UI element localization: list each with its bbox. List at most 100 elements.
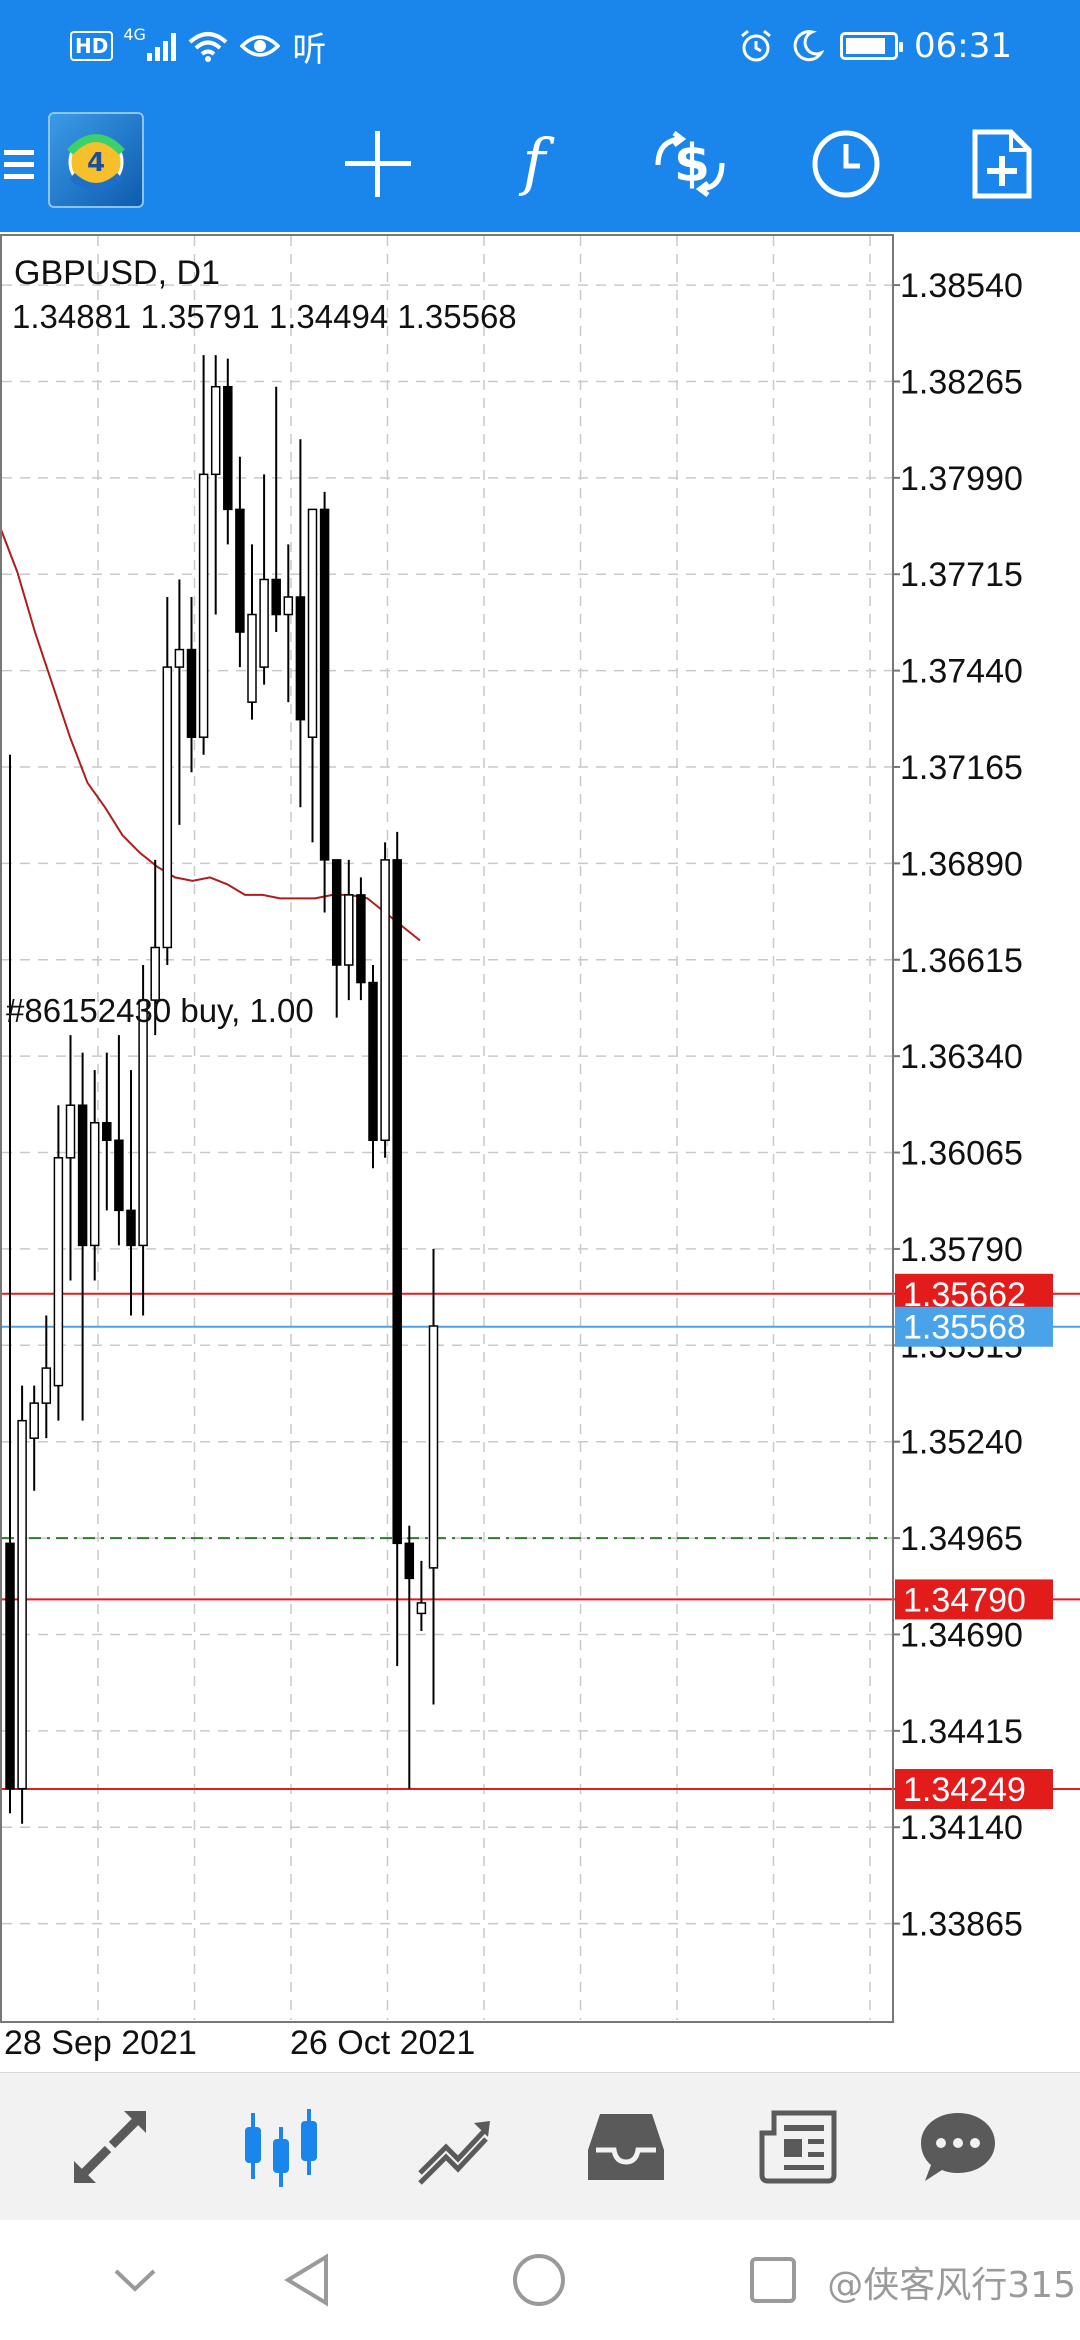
indicators-icon: f	[519, 129, 556, 198]
candle-body	[102, 1121, 112, 1142]
candle-body	[53, 1157, 64, 1387]
y-tick-label: 1.34690	[900, 1616, 1023, 1654]
candle-body	[41, 1367, 52, 1404]
timeframe-button[interactable]	[798, 116, 894, 212]
home-icon	[513, 2254, 565, 2306]
new-order-button[interactable]	[954, 116, 1050, 212]
system-nav: @侠客风行315	[0, 2220, 1080, 2340]
candle-body	[235, 508, 245, 633]
watermark-text: @侠客风行315	[827, 2265, 1076, 2306]
y-tick-label: 1.37990	[900, 460, 1023, 498]
nav-collapse-button[interactable]	[100, 2248, 170, 2312]
y-tick-label: 1.34140	[900, 1809, 1023, 1847]
candle-body	[428, 1325, 439, 1569]
price-level-tag-label: 1.34249	[903, 1771, 1026, 1809]
chart-canvas[interactable]: 1.38540 1.38265 1.37990 1.37715 1.37440 1.371…	[0, 232, 1080, 2072]
price-level-tag	[895, 1579, 1053, 1620]
network-type: 4G	[123, 25, 146, 44]
candle-body	[247, 613, 257, 703]
candle-body	[392, 859, 402, 1545]
candle-body	[29, 1402, 39, 1439]
nav-recents-button[interactable]	[738, 2248, 808, 2312]
candle-body	[319, 508, 330, 861]
candle-body	[223, 385, 233, 511]
alarm-icon	[741, 29, 771, 62]
candle-body	[283, 596, 294, 616]
nav-chart[interactable]	[232, 2101, 332, 2193]
crosshair-button[interactable]	[330, 116, 426, 212]
wifi-icon	[189, 32, 228, 62]
chat-icon	[921, 2113, 995, 2181]
y-tick-label: 1.34965	[900, 1520, 1023, 1558]
svg-text:4: 4	[87, 148, 105, 178]
chart-toolbar: 4 f $	[0, 96, 1080, 232]
y-tick-label: 1.38265	[900, 363, 1023, 401]
chart-grid	[2, 236, 892, 2020]
candle-body	[295, 596, 306, 721]
candle-body	[89, 1121, 100, 1247]
y-tick-label: 1.36615	[900, 942, 1023, 980]
price-level-tag	[895, 1306, 1053, 1347]
candlesticks	[5, 355, 439, 1824]
y-tick-label: 1.37715	[900, 556, 1023, 594]
nav-trade[interactable]	[404, 2101, 504, 2193]
candle-body	[77, 1104, 88, 1247]
signal-icon: 4G	[123, 25, 177, 61]
order-label: #86152430 buy, 1.00	[6, 992, 314, 1029]
price-level-tag-label: 1.34790	[903, 1581, 1026, 1619]
price-chart[interactable]: 1.38540 1.38265 1.37990 1.37715 1.37440 1.371…	[0, 232, 1080, 2072]
status-bar: HD 4G 听	[0, 0, 1080, 96]
y-tick-label: 1.36890	[900, 845, 1023, 883]
battery-fill	[846, 38, 886, 54]
battery-icon	[840, 32, 904, 60]
menu-button[interactable]	[0, 116, 40, 212]
new-order-icon	[972, 129, 1032, 199]
candle-body	[368, 981, 378, 1142]
nav-back-button[interactable]	[272, 2248, 342, 2312]
y-tick-label: 1.37440	[900, 653, 1023, 691]
candle-body	[380, 859, 390, 1142]
candle-body	[356, 894, 366, 984]
crosshair-icon	[345, 131, 411, 197]
candle-body	[17, 1419, 27, 1790]
nav-home-button[interactable]	[504, 2248, 574, 2312]
indicators-button[interactable]: f	[486, 116, 582, 212]
y-tick-label: 1.34415	[900, 1713, 1023, 1751]
chevron-down-icon	[114, 2269, 156, 2292]
recents-icon	[750, 2257, 796, 2303]
nav-news[interactable]	[748, 2101, 848, 2193]
price-level-tag	[895, 1769, 1053, 1810]
app-notice-icon: 听	[292, 29, 327, 70]
y-tick-label: 1.33865	[900, 1906, 1023, 1944]
news-icon	[759, 2110, 837, 2184]
candle-body	[126, 1209, 136, 1247]
candle-body	[259, 578, 269, 668]
candle-body	[5, 1542, 15, 1790]
candle-body	[416, 1602, 427, 1615]
y-tick-label: 1.37165	[900, 749, 1023, 787]
candle-body	[65, 1104, 76, 1159]
y-tick-label: 1.35790	[900, 1231, 1023, 1269]
candle-body	[307, 508, 318, 738]
menu-icon	[4, 150, 34, 179]
svg-text:f: f	[519, 129, 556, 198]
y-tick-label: 1.36065	[900, 1135, 1023, 1173]
nav-chat[interactable]	[908, 2101, 1008, 2193]
trade-icon	[418, 2121, 490, 2185]
nav-history[interactable]	[576, 2101, 676, 2193]
clock-time: 06:31	[914, 26, 1012, 66]
ohlc-label: 1.34881 1.35791 1.34494 1.35568	[12, 298, 517, 335]
candle-body	[150, 946, 160, 1001]
x-label-2: 26 Oct 2021	[290, 2024, 475, 2062]
nav-quotes[interactable]	[60, 2101, 160, 2193]
bottom-nav	[0, 2072, 1080, 2220]
candle-body	[138, 999, 148, 1247]
status-left: HD 4G 听	[70, 20, 326, 72]
history-icon	[588, 2114, 664, 2180]
hd-badge: HD	[70, 31, 114, 61]
candle-body	[198, 473, 209, 738]
chart-icon	[245, 2109, 317, 2187]
moving-average-line	[0, 526, 421, 942]
trade-button[interactable]: $	[642, 116, 738, 212]
